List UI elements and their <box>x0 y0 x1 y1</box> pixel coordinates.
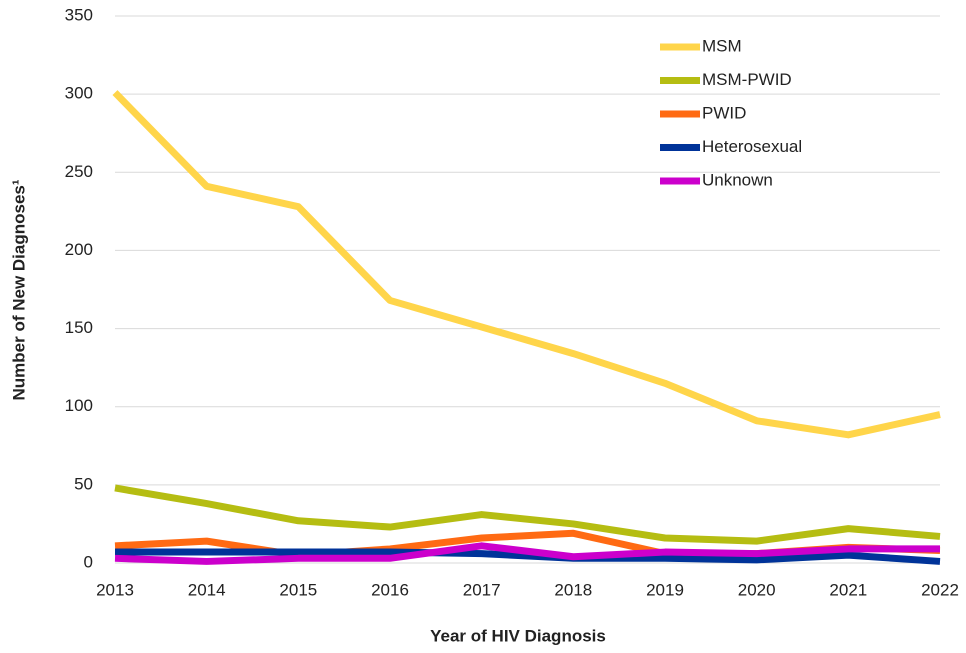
y-tick-label: 50 <box>74 474 93 493</box>
x-tick-label: 2018 <box>554 580 592 599</box>
y-tick-label: 250 <box>65 162 93 181</box>
x-tick-label: 2015 <box>279 580 317 599</box>
legend-label: Unknown <box>702 170 773 189</box>
legend-label: Heterosexual <box>702 137 802 156</box>
x-tick-label: 2013 <box>96 580 134 599</box>
x-tick-label: 2021 <box>829 580 867 599</box>
y-tick-label: 0 <box>84 552 93 571</box>
legend-label: PWID <box>702 103 746 122</box>
x-axis-title: Year of HIV Diagnosis <box>430 626 606 645</box>
legend-swatch <box>660 177 700 185</box>
x-tick-label: 2019 <box>646 580 684 599</box>
y-axis-title: Number of New Diagnoses¹ <box>9 179 28 400</box>
x-tick-label: 2017 <box>463 580 501 599</box>
x-tick-label: 2022 <box>921 580 959 599</box>
legend-swatch <box>660 77 700 84</box>
x-tick-label: 2014 <box>188 580 226 599</box>
y-tick-label: 200 <box>65 240 93 259</box>
y-tick-label: 300 <box>65 84 93 103</box>
y-tick-label: 150 <box>65 318 93 337</box>
legend-swatch <box>660 110 700 118</box>
series-line <box>114 484 941 545</box>
series-line <box>114 542 940 565</box>
y-tick-label: 350 <box>65 5 93 24</box>
series-line <box>115 548 941 565</box>
x-tick-label: 2016 <box>371 580 409 599</box>
x-tick-label: 2020 <box>738 580 776 599</box>
series-line <box>112 90 941 439</box>
legend-label: MSM <box>702 36 742 55</box>
y-tick-label: 100 <box>65 396 93 415</box>
legend-label: MSM-PWID <box>702 70 792 89</box>
legend-swatch <box>660 43 700 51</box>
legend-swatch <box>660 144 700 151</box>
